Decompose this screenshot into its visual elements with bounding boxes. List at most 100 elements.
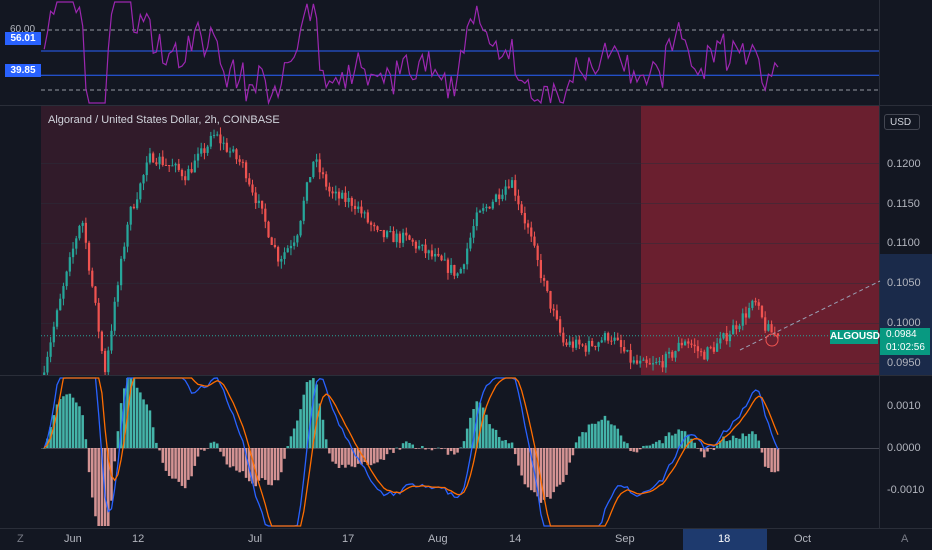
macd-histogram-bar xyxy=(158,448,161,451)
candle-body xyxy=(293,242,296,246)
macd-histogram-bar xyxy=(392,448,395,453)
macd-histogram-bar xyxy=(677,429,680,448)
candle-body xyxy=(116,285,120,302)
macd-histogram-bar xyxy=(658,440,661,448)
macd-histogram-bar xyxy=(84,439,88,448)
candle-body xyxy=(341,192,344,199)
macd-histogram-bar xyxy=(244,448,248,478)
macd-histogram-bar xyxy=(760,448,764,453)
signal-line xyxy=(43,377,779,527)
candle-body xyxy=(321,172,325,175)
macd-histogram-bar xyxy=(142,399,145,448)
macd-series xyxy=(41,377,879,527)
macd-histogram-bar xyxy=(183,448,187,489)
candle-body xyxy=(84,222,87,243)
macd-histogram-bar xyxy=(353,448,357,468)
macd-histogram-bar xyxy=(475,401,479,448)
timezone-icon[interactable]: Z xyxy=(17,533,24,545)
currency-button[interactable]: USD xyxy=(884,114,920,130)
auto-scale-icon[interactable]: A xyxy=(901,533,909,545)
price-tick: 0.0950 xyxy=(887,357,921,369)
macd-histogram-bar xyxy=(248,448,251,482)
candle-body xyxy=(667,351,671,354)
macd-histogram-bar xyxy=(231,448,235,467)
macd-histogram-bar xyxy=(571,448,575,456)
candle-body xyxy=(523,212,526,224)
candle-body xyxy=(225,142,228,152)
candle-body xyxy=(190,169,193,173)
macd-histogram-bar xyxy=(421,445,424,448)
macd-histogram-bar xyxy=(616,428,620,448)
candle-body xyxy=(530,227,533,237)
macd-histogram-bar xyxy=(276,448,280,481)
candle-body xyxy=(158,156,161,165)
macd-histogram-bar xyxy=(292,428,296,448)
macd-histogram-bar xyxy=(776,448,780,472)
macd-histogram-bar xyxy=(424,448,427,450)
candle-body xyxy=(578,339,581,345)
candle-body xyxy=(472,226,475,238)
candle-body xyxy=(385,231,389,238)
candle-body xyxy=(600,340,603,343)
macd-histogram-bar xyxy=(414,448,418,449)
candle-body xyxy=(440,255,443,261)
candle-body xyxy=(421,244,424,246)
macd-histogram-bar xyxy=(642,445,645,448)
macd-histogram-bar xyxy=(228,448,232,468)
candle-body xyxy=(216,134,219,136)
candle-body xyxy=(719,338,722,344)
macd-histogram-bar xyxy=(472,409,475,448)
macd-histogram-bar xyxy=(555,448,559,487)
candle-body xyxy=(65,271,68,287)
macd-histogram-bar xyxy=(654,441,658,448)
rsi-axis-label: 60.00 xyxy=(10,24,36,35)
macd-histogram-bar xyxy=(164,448,168,471)
macd-histogram-bar xyxy=(395,447,398,449)
candle-body xyxy=(488,206,491,209)
rsi-value-badge: 39.85 xyxy=(5,64,41,77)
candle-body xyxy=(318,159,321,173)
macd-histogram-bar xyxy=(174,448,177,479)
candle-body xyxy=(584,345,587,352)
candle-body xyxy=(632,360,635,363)
candle-body xyxy=(331,191,334,194)
macd-histogram-bar xyxy=(238,448,241,473)
macd-histogram-bar xyxy=(581,432,584,448)
macd-histogram-bar xyxy=(558,448,562,485)
symbol-label[interactable]: ALGOUSD xyxy=(830,330,880,344)
macd-histogram-bar xyxy=(199,448,203,450)
macd-histogram-bar xyxy=(731,435,735,448)
candle-body xyxy=(690,343,693,345)
macd-histogram-bar xyxy=(103,448,107,526)
candle-body xyxy=(59,298,62,311)
candle-body xyxy=(661,361,664,368)
macd-histogram-bar xyxy=(427,448,431,449)
candle-body xyxy=(658,361,661,363)
time-label: Jun xyxy=(64,533,82,545)
macd-histogram-bar xyxy=(369,448,373,466)
macd-histogram-bar xyxy=(459,447,463,448)
candle-body xyxy=(430,250,434,257)
candle-body xyxy=(123,246,126,259)
candle-body xyxy=(725,333,728,342)
candle-body xyxy=(417,245,421,249)
macd-histogram-bar xyxy=(385,448,389,455)
macd-histogram-bar xyxy=(574,442,578,448)
macd-histogram-bar xyxy=(379,448,382,460)
macd-histogram-bar xyxy=(302,394,306,448)
macd-histogram-bar xyxy=(340,448,344,465)
macd-histogram-bar xyxy=(145,404,149,448)
macd-histogram-bar xyxy=(565,448,568,475)
macd-histogram-bar xyxy=(161,448,165,463)
candle-body xyxy=(655,361,658,364)
macd-histogram-bar xyxy=(680,430,684,448)
rsi-levels xyxy=(41,29,879,91)
candle-body xyxy=(610,340,613,342)
candle-body xyxy=(558,319,562,333)
trend-line-handle[interactable] xyxy=(765,333,779,347)
rsi-series xyxy=(43,1,779,106)
macd-histogram-bar xyxy=(81,415,84,448)
trend-line[interactable] xyxy=(739,280,881,351)
macd-histogram-bar xyxy=(283,448,286,459)
